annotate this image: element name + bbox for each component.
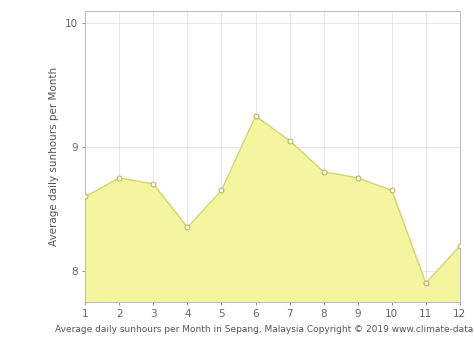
Y-axis label: Average daily sunhours per Month: Average daily sunhours per Month <box>49 67 59 246</box>
X-axis label: Average daily sunhours per Month in Sepang, Malaysia Copyright © 2019 www.climat: Average daily sunhours per Month in Sepa… <box>55 325 474 334</box>
